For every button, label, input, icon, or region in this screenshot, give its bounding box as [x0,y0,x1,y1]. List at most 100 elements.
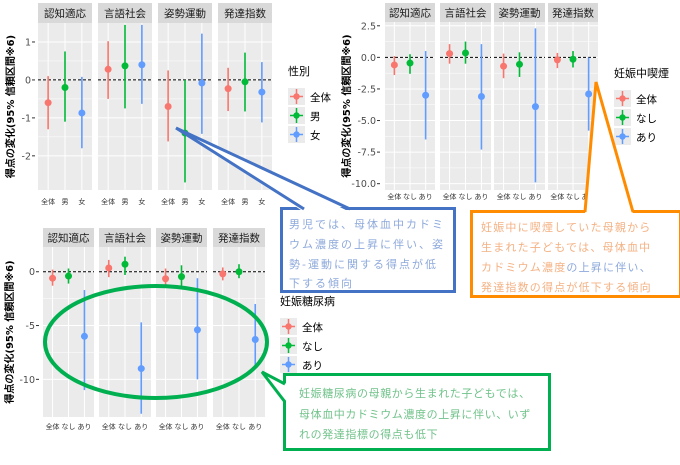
point-estimate [224,85,232,93]
facet-strip [548,3,598,22]
x-tick-label: なし [62,423,76,431]
legend-point [285,361,292,368]
point-estimate [422,91,430,99]
facet-label: 言語社会 [104,232,146,245]
point-estimate [258,88,266,96]
sex-annotation-box: 男児では、母体血中カドミ ウム濃度の上昇に伴い、姿 勢-運動に関する得点が低 下… [280,207,456,293]
x-tick-label: なし [513,193,527,201]
legend-title: 妊娠中喫煙 [614,66,669,80]
legend-label: 男 [310,111,321,123]
x-tick-label: あり [419,193,433,201]
point-estimate [406,59,414,67]
facet-strip [440,3,491,22]
x-tick-label: なし [118,423,132,431]
point-estimate [569,55,577,63]
legend-label: なし [302,341,323,353]
y-tick-label: -10.0 [351,179,376,190]
legend-label: 女 [310,129,321,142]
y-axis-label: 得点の変化(95% 信頼区間※6) [340,34,353,178]
x-tick-label: あり [582,193,596,201]
y-tick-label: -2.5 [357,84,376,95]
point-estimate [251,336,259,344]
y-tick-label: 2.5 [361,21,376,32]
x-tick-label: なし [566,193,580,201]
point-estimate [531,103,539,111]
x-tick-label: なし [403,193,417,201]
legend-point [293,93,300,100]
y-tick-label: -5 [26,321,35,332]
y-tick-label: 0 [29,267,35,278]
x-tick-label: 女 [258,197,265,206]
x-tick-label: 女 [138,197,145,206]
facet-strip [156,228,207,247]
facet-strip [98,3,152,23]
x-tick-label: なし [175,423,189,431]
x-tick-label: 全体 [41,197,55,206]
annotation-line: ウム濃度の上昇に伴い、姿 [289,238,445,251]
x-tick-label: 全体 [159,422,173,431]
point-estimate [137,365,145,373]
y-tick-label: -2 [22,151,31,162]
legend-point [293,112,300,119]
annotation-line: カドミウム濃度の上昇に伴い、 [481,259,652,275]
legend-point [619,95,626,102]
x-tick-label: なし [232,423,246,431]
y-tick-label: -5.0 [357,116,376,127]
legend-point [619,133,626,140]
legend-label: あり [302,360,323,372]
point-estimate [138,61,146,69]
point-estimate [446,50,454,58]
x-tick-label: 全体 [550,192,564,201]
legend-label: あり [636,132,657,144]
facet-label: 認知適応 [44,7,86,20]
x-tick-label: 全体 [46,422,60,431]
point-estimate [198,79,206,87]
annotation-segment: カドミウム濃度 [481,261,567,274]
x-tick-label: あり [248,423,262,431]
point-estimate [193,326,201,334]
facet-label: 発達指数 [552,7,594,20]
x-tick-label: 全体 [216,422,230,431]
facet-label: 言語社会 [104,7,146,20]
annotation-highlight-segment: の上昇に伴い、 [566,261,652,274]
point-estimate [462,49,469,57]
point-estimate [105,264,113,272]
legend-title: 性別 [288,64,310,78]
x-tick-label: 男 [182,198,189,206]
annotation-line: 男児では、母体血中カドミ [289,218,445,231]
facet-strip [218,3,272,23]
annotation-line: 生まれた子どもでは、母体血中 [481,241,652,254]
x-tick-label: 女 [78,197,85,206]
point-estimate [178,273,185,281]
y-tick-label: 1 [25,37,31,48]
x-tick-label: あり [528,193,542,201]
legend-point [285,342,292,349]
point-estimate [65,272,72,280]
x-tick-label: 全体 [102,422,116,431]
diabetes-annotation-box: 妊娠糖尿病の母親から生まれた子どもでは、 母体血中カドミウム濃度の上昇に伴い、い… [283,373,551,451]
legend-label: 全体 [302,321,323,334]
annotation-line: 妊娠中に喫煙していた母親から [481,221,652,234]
legend-label: なし [636,113,657,125]
facet-strip [494,3,545,22]
x-tick-label: なし [459,193,473,201]
x-tick-label: 全体 [221,197,235,206]
x-tick-label: 男 [122,198,129,206]
y-tick-label: 0 [25,75,31,86]
facet-label: 姿勢運動 [499,7,541,20]
x-tick-label: 男 [242,198,249,206]
legend-label: 全体 [636,93,657,106]
point-estimate [61,84,69,92]
point-estimate [164,103,172,110]
point-estimate [80,332,88,340]
facet-strip [43,228,94,247]
x-tick-label: あり [134,423,148,431]
point-estimate [49,274,57,282]
annotation-line: れの発達指標の得点も低下 [299,428,439,441]
legend-point [293,131,300,138]
point-estimate [241,78,249,86]
point-estimate [553,56,561,64]
legend-point [619,114,626,121]
y-tick-label: -7.5 [357,148,376,159]
x-tick-label: 全体 [443,192,457,201]
